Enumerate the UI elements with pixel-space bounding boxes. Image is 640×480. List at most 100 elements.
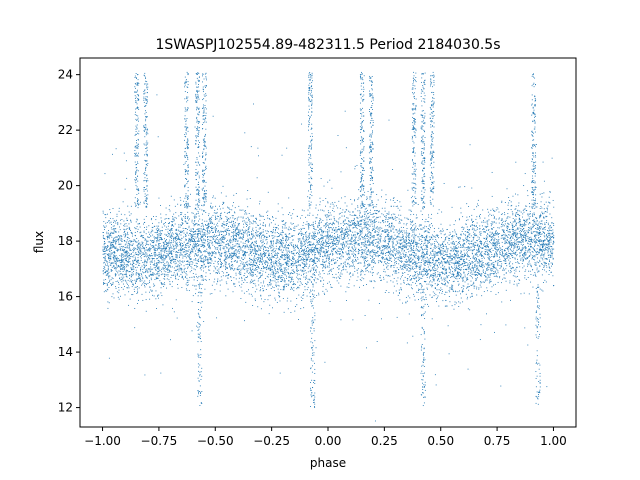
- scatter-point: [486, 222, 488, 224]
- scatter-point: [522, 209, 524, 211]
- scatter-point: [281, 251, 283, 253]
- scatter-point: [262, 244, 264, 246]
- scatter-point: [296, 268, 298, 270]
- scatter-point: [434, 283, 436, 285]
- scatter-point: [296, 267, 297, 268]
- scatter-point: [322, 242, 324, 244]
- scatter-point: [235, 272, 237, 274]
- scatter-point: [495, 232, 496, 234]
- scatter-point: [245, 262, 246, 264]
- scatter-point: [210, 221, 212, 223]
- scatter-point: [220, 192, 222, 194]
- scatter-point: [375, 255, 377, 257]
- scatter-point: [321, 230, 322, 232]
- scatter-point: [406, 268, 408, 270]
- scatter-point: [251, 295, 253, 297]
- scatter-point: [228, 256, 230, 258]
- scatter-point: [314, 220, 316, 222]
- scatter-point: [198, 232, 200, 234]
- scatter-point: [260, 294, 262, 296]
- scatter-point: [549, 213, 551, 215]
- scatter-point: [368, 224, 369, 226]
- scatter-point: [327, 231, 329, 233]
- scatter-point: [176, 256, 178, 258]
- scatter-point: [253, 259, 255, 260]
- scatter-point: [373, 226, 375, 228]
- scatter-point: [338, 239, 340, 241]
- scatter-point: [546, 238, 548, 240]
- scatter-point: [180, 239, 182, 241]
- scatter-point: [284, 262, 286, 264]
- scatter-point: [179, 259, 181, 261]
- scatter-point: [353, 215, 355, 216]
- scatter-point: [203, 264, 205, 266]
- scatter-point: [460, 252, 462, 254]
- scatter-point: [503, 256, 505, 257]
- scatter-point: [487, 220, 489, 222]
- scatter-point: [536, 206, 538, 208]
- scatter-point: [540, 220, 542, 222]
- scatter-point: [444, 250, 446, 252]
- scatter-point: [246, 251, 248, 253]
- scatter-point: [424, 242, 426, 244]
- scatter-point: [236, 217, 238, 219]
- scatter-point: [130, 244, 132, 246]
- scatter-point: [346, 231, 348, 233]
- scatter-point: [247, 269, 249, 271]
- scatter-point: [194, 216, 196, 218]
- scatter-point: [201, 204, 202, 206]
- scatter-point: [403, 249, 405, 251]
- scatter-point: [430, 251, 431, 253]
- scatter-point: [300, 242, 301, 244]
- scatter-point: [185, 217, 186, 219]
- scatter-point: [189, 258, 191, 259]
- scatter-point: [356, 220, 358, 222]
- scatter-point: [522, 235, 524, 237]
- scatter-point: [452, 231, 454, 233]
- scatter-point: [424, 239, 426, 241]
- scatter-point: [254, 269, 256, 271]
- scatter-point: [104, 260, 106, 262]
- scatter-point: [220, 260, 222, 262]
- scatter-point: [257, 250, 259, 252]
- scatter-point: [233, 284, 235, 286]
- scatter-point: [155, 290, 157, 292]
- scatter-point: [346, 226, 348, 228]
- scatter-point: [315, 217, 317, 219]
- scatter-point: [420, 239, 422, 241]
- scatter-point: [512, 233, 514, 235]
- scatter-point: [154, 255, 156, 257]
- scatter-point: [276, 254, 278, 256]
- scatter-point: [300, 228, 302, 230]
- scatter-point: [270, 222, 272, 224]
- scatter-point: [103, 257, 104, 259]
- scatter-point: [147, 249, 149, 251]
- scatter-point: [523, 185, 525, 187]
- scatter-point: [512, 251, 514, 253]
- scatter-point: [517, 258, 519, 260]
- scatter-point: [283, 267, 285, 269]
- scatter-point: [391, 235, 393, 237]
- scatter-point: [322, 232, 324, 234]
- scatter-point: [346, 243, 348, 245]
- scatter-point: [442, 241, 444, 243]
- scatter-point: [275, 242, 277, 244]
- scatter-point: [142, 246, 144, 247]
- scatter-point: [249, 223, 251, 225]
- scatter-point: [223, 265, 225, 267]
- scatter-point: [441, 250, 443, 252]
- scatter-point: [501, 234, 503, 236]
- scatter-point: [175, 229, 177, 231]
- scatter-point: [333, 222, 334, 224]
- scatter-point: [416, 263, 418, 265]
- scatter-point: [322, 256, 324, 258]
- scatter-point: [142, 299, 144, 301]
- scatter-point: [468, 268, 470, 270]
- scatter-point: [461, 226, 463, 228]
- scatter-point: [388, 213, 390, 215]
- scatter-point: [214, 219, 216, 220]
- scatter-point: [103, 279, 105, 281]
- scatter-point: [315, 268, 317, 270]
- scatter-point: [195, 242, 197, 244]
- scatter-point: [289, 252, 291, 254]
